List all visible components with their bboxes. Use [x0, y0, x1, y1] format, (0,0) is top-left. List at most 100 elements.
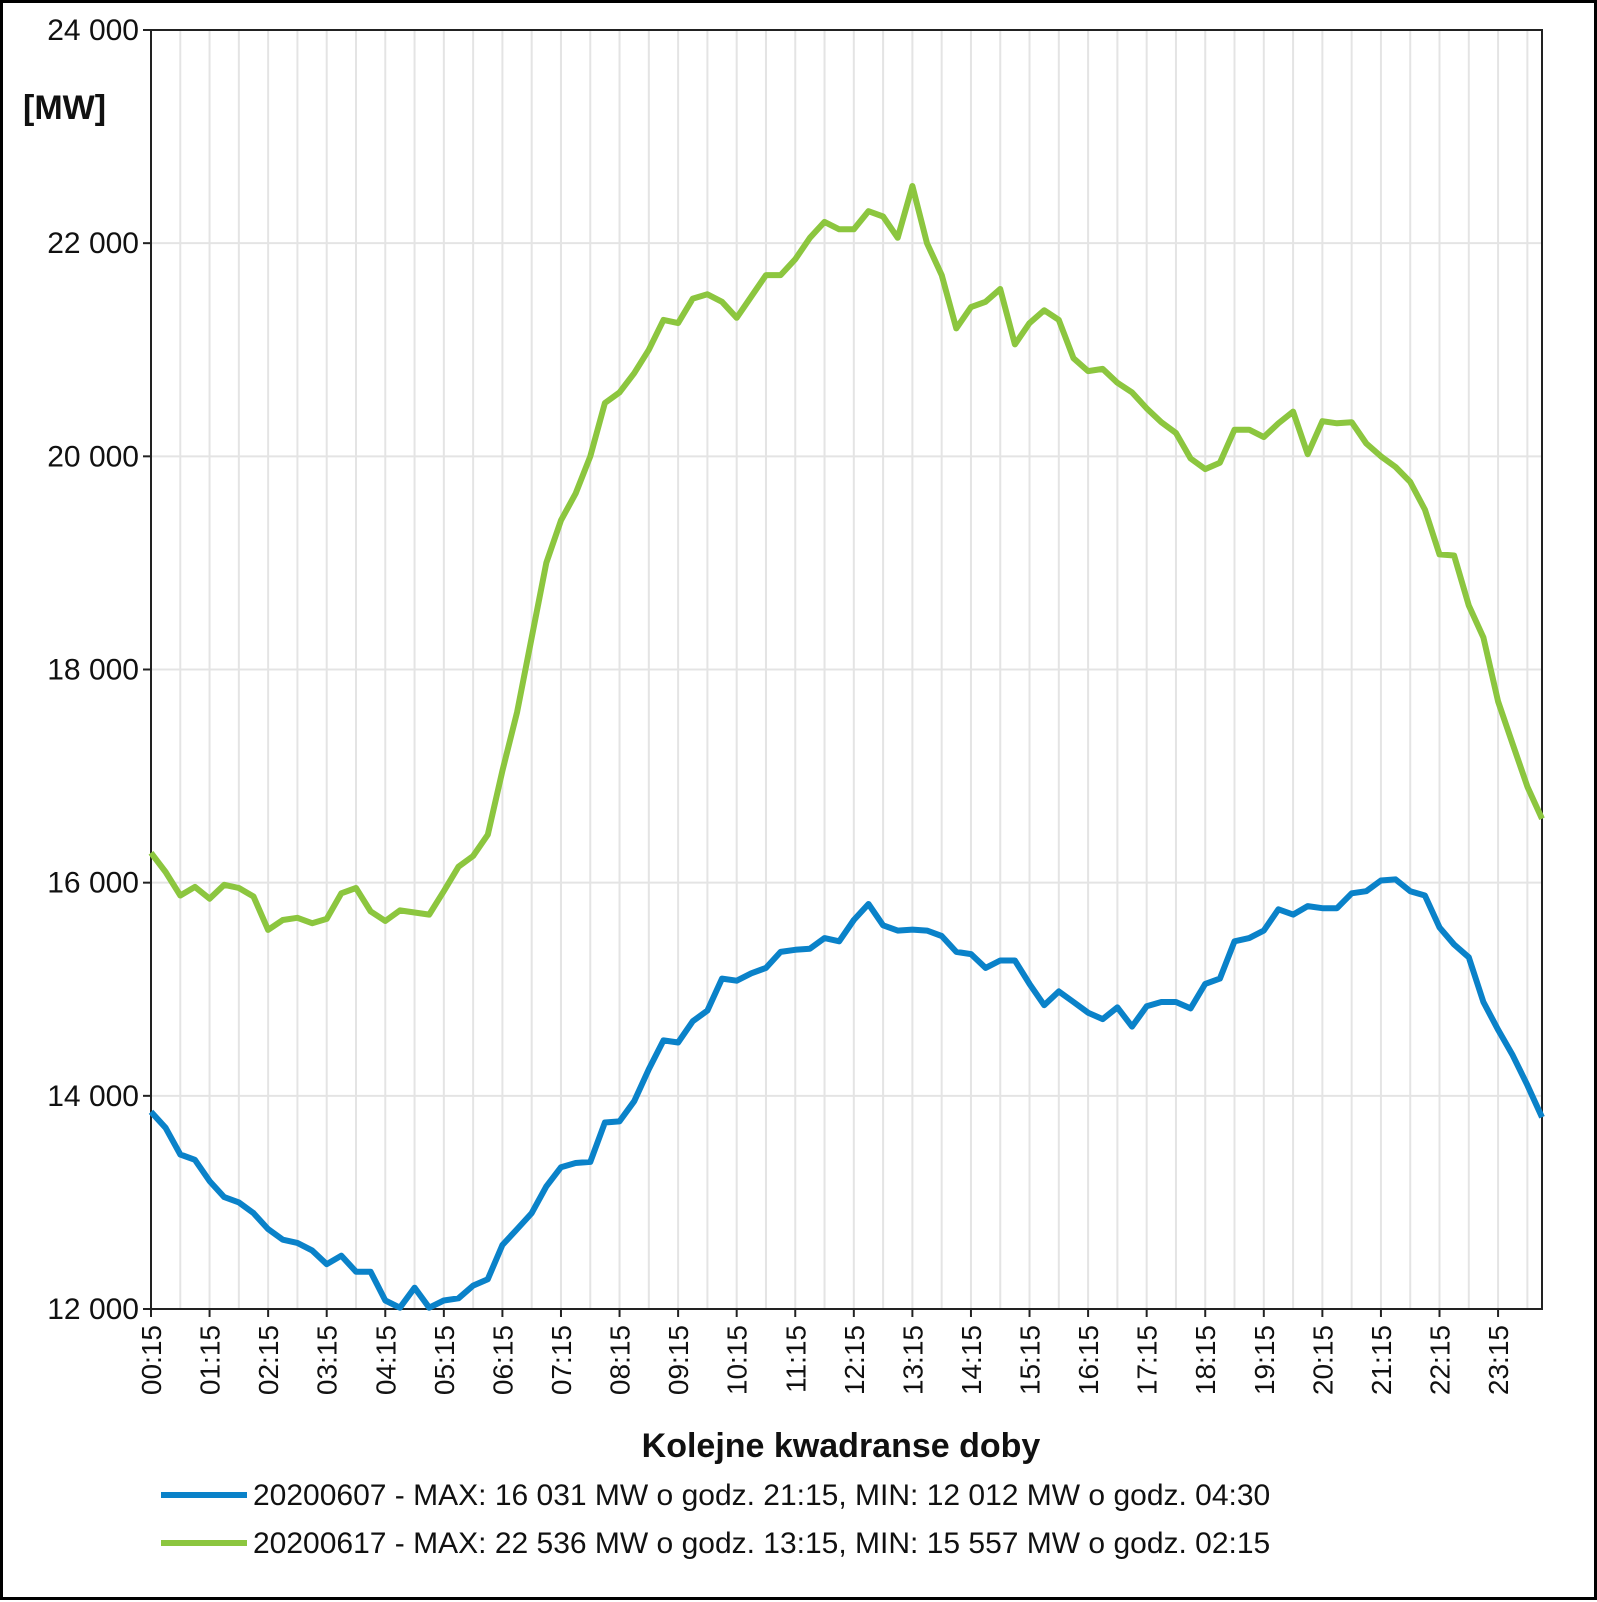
data-point-series-2 — [266, 928, 270, 932]
y-axis-label: [MW] — [23, 89, 106, 127]
data-point-series-2 — [1540, 817, 1544, 821]
x-axis-label: Kolejne kwadranse doby — [642, 1427, 1041, 1465]
data-point-series-2 — [1379, 454, 1383, 458]
data-point-series-2 — [910, 184, 914, 188]
x-tick-label: 05:15 — [429, 1325, 460, 1395]
data-point-series-1 — [984, 966, 988, 970]
data-point-series-2 — [881, 215, 885, 219]
data-point-series-1 — [969, 952, 973, 956]
data-point-series-1 — [764, 966, 768, 970]
data-point-series-1 — [222, 1195, 226, 1199]
data-point-series-2 — [1189, 457, 1193, 461]
data-point-series-2 — [398, 908, 402, 912]
data-point-series-2 — [1072, 356, 1076, 360]
data-point-series-1 — [1335, 906, 1339, 910]
x-tick-label: 02:15 — [253, 1325, 284, 1395]
data-point-series-1 — [486, 1277, 490, 1281]
data-point-series-1 — [500, 1243, 504, 1247]
data-point-series-2 — [295, 916, 299, 920]
data-point-series-2 — [618, 390, 622, 394]
x-tick-label: 17:15 — [1132, 1325, 1163, 1395]
series-group — [148, 183, 1545, 1311]
y-tick-label: 20 000 — [47, 440, 139, 473]
data-point-series-1 — [1028, 982, 1032, 986]
data-point-series-1 — [1101, 1017, 1105, 1021]
data-point-series-2 — [1130, 390, 1134, 394]
data-point-series-2 — [793, 257, 797, 261]
data-point-series-1 — [1408, 889, 1412, 893]
y-axis: 12 000 14 000 16 000 18 000 20 000 22 000 24 0… — [47, 14, 151, 1326]
data-point-series-1 — [1130, 1025, 1134, 1029]
data-point-series-2 — [208, 897, 212, 901]
data-point-series-2 — [1247, 428, 1251, 432]
data-point-series-2 — [500, 769, 504, 773]
x-tick-label: 10:15 — [722, 1325, 753, 1395]
data-point-series-2 — [1086, 369, 1090, 373]
data-point-series-2 — [442, 889, 446, 893]
data-point-series-2 — [339, 891, 343, 895]
data-point-series-2 — [1364, 442, 1368, 446]
data-point-series-1 — [149, 1110, 153, 1114]
data-point-series-1 — [808, 947, 812, 951]
x-tick-label: 11:15 — [780, 1325, 811, 1393]
data-point-series-1 — [354, 1270, 358, 1274]
data-point-series-2 — [1438, 552, 1442, 556]
data-point-series-1 — [867, 902, 871, 906]
data-point-series-2 — [867, 209, 871, 213]
x-tick-label: 01:15 — [195, 1325, 226, 1395]
data-point-series-1 — [325, 1262, 329, 1266]
data-point-series-1 — [1525, 1083, 1529, 1087]
x-tick-label: 00:15 — [136, 1325, 167, 1395]
data-point-series-2 — [1467, 604, 1471, 608]
data-point-series-2 — [1496, 700, 1500, 704]
y-tick-label: 24 000 — [47, 14, 139, 47]
data-point-series-2 — [486, 833, 490, 837]
data-point-series-2 — [1452, 554, 1456, 558]
data-point-series-1 — [925, 929, 929, 933]
data-point-series-1 — [413, 1286, 417, 1290]
data-point-series-1 — [1013, 959, 1017, 963]
data-point-series-2 — [1233, 428, 1237, 432]
data-point-series-1 — [1086, 1011, 1090, 1015]
data-point-series-2 — [1481, 636, 1485, 640]
data-point-series-1 — [881, 923, 885, 927]
x-tick-label: 22:15 — [1425, 1325, 1456, 1395]
y-tick-label: 14 000 — [47, 1080, 139, 1113]
data-point-series-2 — [530, 636, 534, 640]
data-point-series-1 — [910, 928, 914, 932]
data-point-series-2 — [705, 292, 709, 296]
data-point-series-1 — [1159, 1000, 1163, 1004]
data-point-series-2 — [940, 273, 944, 277]
data-point-series-2 — [925, 241, 929, 245]
data-point-series-1 — [1394, 877, 1398, 881]
x-tick-label: 21:15 — [1366, 1325, 1397, 1395]
data-point-series-2 — [1394, 465, 1398, 469]
data-point-series-1 — [662, 1038, 666, 1042]
data-point-series-1 — [339, 1254, 343, 1258]
data-point-series-1 — [705, 1009, 709, 1013]
data-point-series-1 — [1203, 982, 1207, 986]
data-point-series-2 — [1159, 420, 1163, 424]
data-point-series-2 — [1042, 308, 1046, 312]
data-point-series-1 — [515, 1227, 519, 1231]
x-tick-label: 09:15 — [663, 1325, 694, 1395]
data-point-series-2 — [544, 561, 548, 565]
data-point-series-2 — [1335, 421, 1339, 425]
x-tick-label: 06:15 — [487, 1325, 518, 1395]
x-tick-label: 12:15 — [839, 1325, 870, 1395]
data-point-series-2 — [779, 273, 783, 277]
data-point-series-2 — [149, 851, 153, 855]
x-tick-label: 03:15 — [312, 1325, 343, 1395]
x-tick-label: 07:15 — [546, 1325, 577, 1395]
data-point-series-1 — [1511, 1053, 1515, 1057]
data-point-series-1 — [1276, 907, 1280, 911]
data-point-series-2 — [310, 921, 314, 925]
data-point-series-1 — [442, 1299, 446, 1303]
data-point-series-1 — [1233, 939, 1237, 943]
legend-label-series-1: 20200607 - MAX: 16 031 MW o godz. 21:15,… — [253, 1479, 1270, 1512]
data-point-series-1 — [457, 1296, 461, 1300]
data-point-series-2 — [588, 454, 592, 458]
data-point-series-2 — [383, 919, 387, 923]
data-point-series-1 — [164, 1126, 168, 1130]
